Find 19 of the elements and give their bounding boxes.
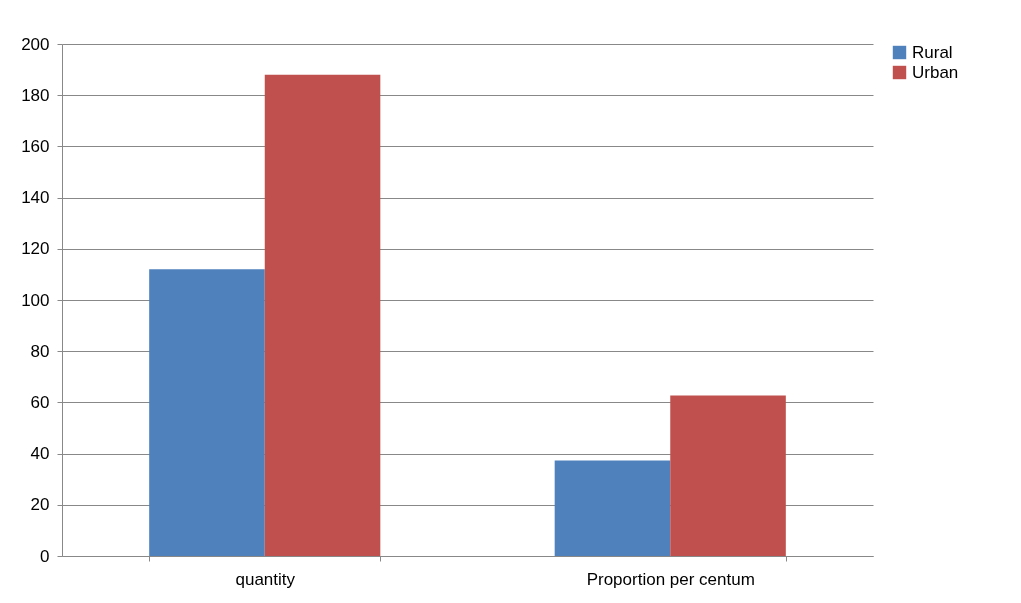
y-tick-label: 160 [21, 136, 50, 156]
bar [554, 460, 671, 556]
legend-label: Urban [912, 62, 959, 82]
y-tick-label: 80 [30, 341, 50, 361]
y-tick-label: 140 [21, 188, 50, 208]
y-tick-label: 60 [30, 392, 50, 412]
x-tick-label: quantity [235, 569, 296, 589]
y-tick-label: 180 [21, 85, 50, 105]
legend-label: Rural [912, 42, 953, 62]
x-tick-label: Proportion per centum [586, 569, 755, 589]
y-tick-label: 120 [21, 239, 50, 259]
y-tick-label: 0 [40, 546, 50, 566]
bar [264, 74, 381, 556]
bar [149, 269, 265, 556]
bar [670, 395, 786, 556]
y-tick-label: 100 [21, 290, 50, 310]
y-tick-label: 40 [30, 444, 50, 464]
y-tick-label: 20 [30, 495, 50, 515]
y-tick-label: 200 [21, 34, 50, 54]
